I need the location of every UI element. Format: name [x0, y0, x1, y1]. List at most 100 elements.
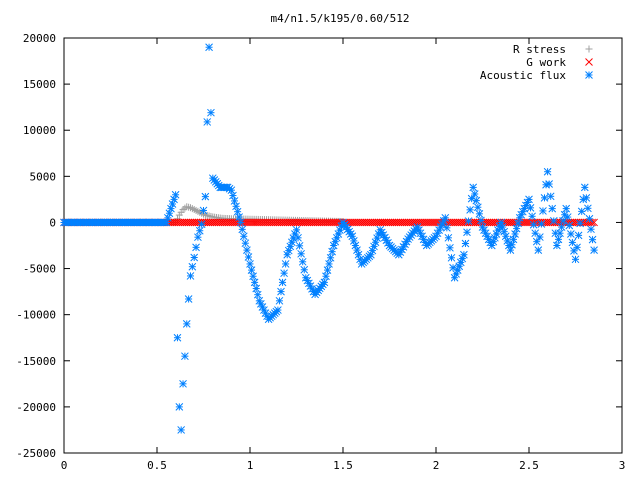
data-point [323, 218, 332, 227]
data-point [563, 213, 572, 221]
data-point [392, 218, 401, 227]
data-point [566, 230, 575, 238]
data-point [548, 204, 557, 213]
data-point [214, 218, 223, 227]
data-point [358, 218, 367, 227]
data-point [554, 235, 563, 244]
data-point [556, 229, 564, 238]
data-point [590, 246, 598, 254]
data-point [285, 218, 294, 227]
data-point [206, 218, 215, 227]
data-point [177, 426, 186, 434]
data-point [461, 239, 470, 248]
data-point [546, 192, 555, 201]
data-point [348, 232, 357, 241]
data-point [470, 190, 479, 198]
y-tick-label: -15000 [16, 355, 56, 368]
data-point [297, 218, 306, 227]
data-point [188, 262, 197, 271]
data-point [430, 218, 438, 227]
data-point [297, 249, 306, 258]
data-point [521, 218, 529, 227]
data-point [184, 218, 193, 227]
data-point [327, 218, 335, 227]
data-point [307, 218, 316, 227]
data-point [503, 237, 512, 245]
data-point [562, 204, 571, 213]
x-tick-label: 1.5 [333, 459, 353, 472]
data-point [181, 352, 189, 361]
data-point [557, 223, 566, 231]
plot-area-frame [63, 37, 623, 454]
data-point [277, 287, 285, 296]
x-tick-label: 0 [61, 459, 68, 472]
data-point [275, 218, 284, 227]
data-point [212, 218, 221, 227]
data-point [544, 218, 553, 227]
data-point [216, 218, 225, 227]
data-point [498, 223, 507, 231]
data-point [321, 218, 330, 227]
data-point [576, 219, 585, 228]
data-point [505, 218, 514, 227]
data-point [178, 218, 187, 227]
data-point [326, 253, 335, 262]
x-tick-label: 2 [433, 459, 440, 472]
data-point [320, 278, 329, 287]
data-point [574, 218, 583, 227]
data-point [460, 250, 468, 259]
data-point [174, 218, 183, 227]
data-point [273, 218, 282, 227]
data-point [281, 218, 290, 227]
y-tick-label: -10000 [16, 309, 56, 322]
data-point [313, 218, 322, 227]
data-point [210, 218, 219, 227]
data-point [277, 218, 286, 227]
legend-label: Acoustic flux [480, 69, 566, 82]
data-point [420, 218, 428, 227]
data-point [291, 218, 300, 227]
data-point [182, 320, 191, 328]
series-acoustic-flux [60, 43, 598, 434]
legend-label: R stress [513, 43, 566, 56]
data-point [549, 217, 558, 225]
data-point [233, 207, 242, 216]
data-point [582, 193, 591, 202]
data-point [250, 278, 259, 287]
series-layer [60, 43, 598, 434]
data-point [165, 209, 174, 218]
data-point [543, 167, 552, 176]
data-point [451, 218, 460, 227]
data-point [283, 250, 292, 259]
data-point [203, 118, 212, 126]
data-point [194, 233, 202, 242]
data-point [317, 218, 326, 227]
data-point [512, 224, 521, 233]
data-point [218, 218, 227, 227]
data-point [171, 190, 180, 199]
data-point [535, 233, 544, 241]
data-point [179, 379, 187, 388]
data-point [226, 218, 235, 227]
x-tick-label: 2.5 [519, 459, 539, 472]
data-point [163, 213, 172, 222]
data-point [384, 218, 393, 227]
data-point [579, 195, 588, 204]
data-point [580, 183, 589, 192]
data-point [182, 218, 191, 227]
data-point [229, 191, 237, 200]
data-point [228, 218, 237, 227]
data-point [426, 218, 434, 227]
data-point [222, 218, 231, 227]
data-point [315, 218, 324, 227]
data-point [542, 218, 551, 227]
data-point [170, 218, 179, 227]
y-tick-label: -5000 [23, 263, 56, 276]
data-point [588, 235, 597, 244]
data-point [414, 218, 423, 227]
data-point [349, 218, 357, 227]
data-point [590, 218, 598, 227]
data-point [180, 218, 189, 227]
data-point [252, 284, 261, 293]
data-point [372, 218, 381, 227]
